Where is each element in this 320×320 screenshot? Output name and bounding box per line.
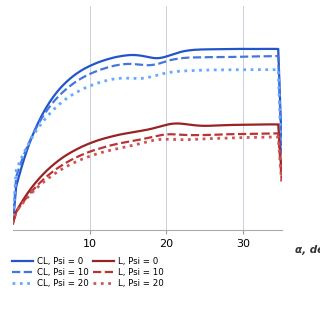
CL, Psi = 20: [43, 117, 47, 121]
Text: α, deg: α, deg: [295, 245, 320, 255]
CL, Psi = 10: [11, 221, 15, 225]
Line: CL, Psi = 20: CL, Psi = 20: [13, 69, 282, 223]
CL, Psi = 20: [264, 68, 268, 71]
L, Psi = 0: [280, 172, 284, 176]
L, Psi = 0: [181, 122, 185, 126]
L, Psi = 10: [99, 147, 102, 150]
CL, Psi = 0: [43, 108, 47, 111]
CL, Psi = 20: [117, 76, 121, 80]
Line: CL, Psi = 0: CL, Psi = 0: [13, 49, 282, 223]
L, Psi = 10: [280, 177, 284, 181]
L, Psi = 10: [43, 176, 47, 180]
Line: L, Psi = 20: L, Psi = 20: [13, 137, 282, 223]
L, Psi = 10: [11, 221, 15, 225]
L, Psi = 0: [99, 138, 102, 141]
CL, Psi = 20: [206, 68, 210, 72]
Line: L, Psi = 10: L, Psi = 10: [13, 133, 282, 223]
CL, Psi = 20: [11, 221, 15, 225]
CL, Psi = 10: [206, 55, 210, 59]
CL, Psi = 0: [117, 54, 121, 58]
L, Psi = 0: [43, 170, 47, 174]
L, Psi = 10: [276, 132, 280, 135]
CL, Psi = 10: [43, 111, 47, 115]
CL, Psi = 10: [180, 56, 184, 60]
CL, Psi = 20: [280, 164, 284, 168]
L, Psi = 20: [205, 137, 209, 141]
CL, Psi = 20: [180, 69, 184, 73]
CL, Psi = 20: [99, 80, 102, 84]
L, Psi = 10: [206, 133, 210, 137]
CL, Psi = 0: [235, 47, 238, 51]
CL, Psi = 10: [280, 153, 284, 156]
CL, Psi = 10: [205, 55, 209, 59]
L, Psi = 20: [99, 151, 102, 155]
L, Psi = 20: [180, 138, 184, 142]
CL, Psi = 0: [280, 143, 284, 147]
L, Psi = 20: [280, 180, 284, 183]
L, Psi = 20: [43, 179, 47, 183]
L, Psi = 0: [117, 133, 121, 137]
Line: CL, Psi = 10: CL, Psi = 10: [13, 56, 282, 223]
L, Psi = 20: [270, 135, 274, 139]
CL, Psi = 0: [205, 47, 209, 51]
CL, Psi = 20: [205, 68, 209, 72]
CL, Psi = 0: [206, 47, 210, 51]
L, Psi = 20: [206, 137, 210, 140]
CL, Psi = 0: [99, 60, 102, 63]
L, Psi = 0: [11, 221, 15, 225]
CL, Psi = 0: [11, 221, 15, 225]
L, Psi = 10: [117, 141, 121, 145]
L, Psi = 0: [207, 124, 211, 128]
Legend: CL, Psi = 0, CL, Psi = 10, CL, Psi = 20, L, Psi = 0, L, Psi = 10, L, Psi = 20: CL, Psi = 0, CL, Psi = 10, CL, Psi = 20,…: [12, 257, 164, 288]
L, Psi = 10: [205, 133, 209, 137]
L, Psi = 0: [175, 122, 179, 125]
L, Psi = 20: [117, 146, 121, 150]
CL, Psi = 10: [99, 68, 102, 72]
L, Psi = 10: [180, 133, 184, 137]
Line: L, Psi = 0: L, Psi = 0: [13, 124, 282, 223]
L, Psi = 0: [205, 124, 209, 128]
CL, Psi = 10: [276, 54, 280, 58]
CL, Psi = 0: [180, 50, 184, 53]
CL, Psi = 10: [117, 63, 121, 67]
L, Psi = 20: [11, 221, 15, 225]
